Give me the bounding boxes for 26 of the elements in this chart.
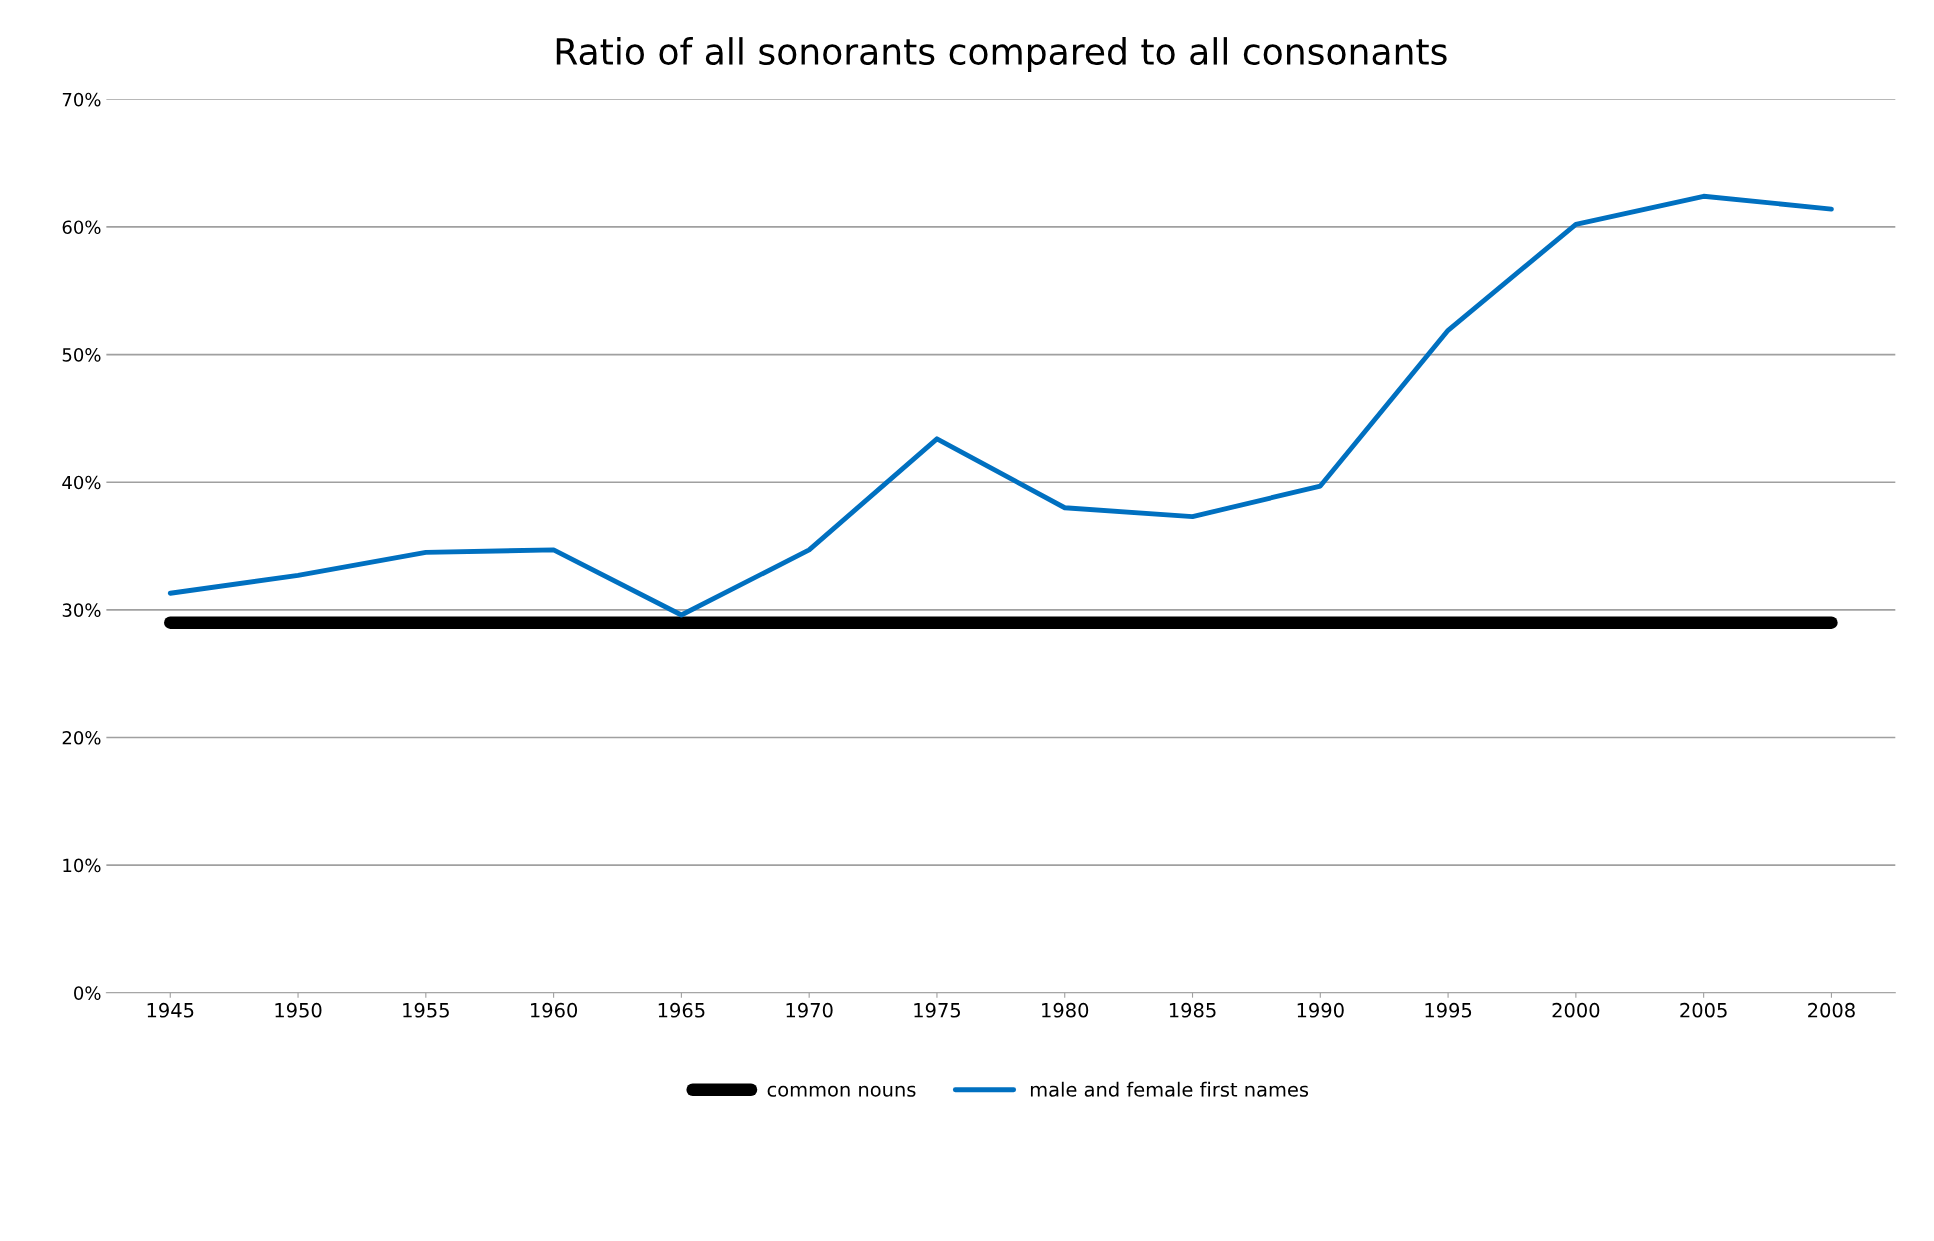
y-tick-label: 10% (63, 858, 101, 873)
x-tick-label: 2000 (1552, 1002, 1600, 1018)
x-tick-label: 1970 (786, 1002, 833, 1018)
y-tick-label: 30% (62, 603, 101, 617)
x-tick-label: 1960 (531, 1002, 578, 1018)
x-tick-label: 1995 (1425, 1002, 1472, 1018)
legend-label: male and female first names (1030, 1081, 1309, 1097)
x-tick-label: 1955 (403, 1002, 449, 1018)
line-series (167, 193, 1834, 618)
y-tick-label: 50% (62, 348, 101, 362)
x-tick-label: 1950 (275, 1002, 322, 1018)
x-tick-label: 1985 (1169, 1002, 1216, 1018)
x-tick-label: 1945 (147, 1002, 194, 1018)
x-tick-label: 1975 (914, 1002, 960, 1018)
y-tick-label: 20% (62, 730, 101, 745)
x-tick-label: 1990 (1297, 1002, 1344, 1018)
y-tick-label: 60% (62, 220, 101, 235)
x-tick-label: 1965 (658, 1002, 705, 1018)
x-tick-label: 1980 (1042, 1002, 1089, 1018)
chart-title: Ratio of all sonorants compared to all consonants (556, 37, 1447, 73)
x-tick-label: 2008 (1808, 1002, 1855, 1018)
x-tick-label: 2005 (1680, 1002, 1727, 1018)
y-tick-label: 0% (74, 986, 101, 1000)
legend-label: common nouns (767, 1085, 916, 1097)
y-tick-label: 70% (62, 92, 101, 107)
y-tick-label: 40% (62, 475, 101, 490)
